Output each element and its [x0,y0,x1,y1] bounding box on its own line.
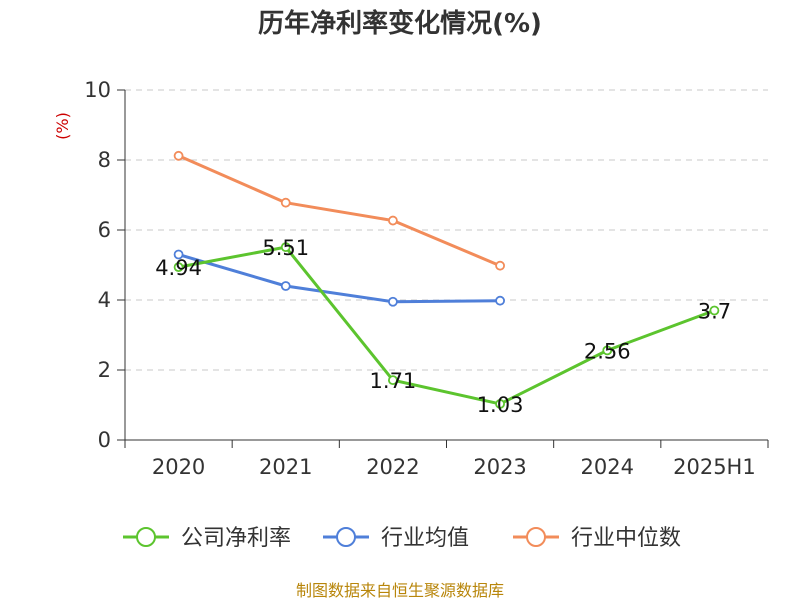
data-label: 4.94 [155,256,202,280]
x-tick-label: 2023 [473,455,526,479]
y-tick-label: 6 [98,218,111,242]
legend-marker [136,527,156,547]
axes: 0 2 4 6 8 10 2020 2021 2022 2023 2024 2025H1 [84,78,769,479]
series-line [178,245,715,406]
data-point[interactable] [388,215,398,226]
data-labels: 4.94 5.51 1.71 1.03 2.56 3.7 [155,236,731,417]
y-tick-label: 2 [98,358,111,382]
data-label: 1.03 [477,393,524,417]
legend-label: 行业均值 [381,526,469,551]
source-note: 制图数据来自恒生聚源数据库 [296,581,504,600]
x-tick-label: 2020 [152,455,205,479]
data-point[interactable] [602,345,613,356]
y-tick-label: 8 [98,148,111,172]
y-tick-label: 4 [98,288,111,312]
x-tick-label: 2025H1 [673,455,756,479]
legend-marker [336,527,356,547]
data-label: 1.71 [370,369,417,393]
data-point[interactable] [495,260,505,271]
legend-item[interactable]: 公司净利率 [123,526,291,551]
data-label: 5.51 [262,236,309,260]
series-line [178,253,501,304]
data-point[interactable] [495,295,505,306]
data-point[interactable] [388,296,398,307]
data-label: 2.56 [584,339,631,363]
y-tick-label: 10 [84,78,111,102]
y-tick-label: 0 [98,428,111,452]
legend-marker [526,527,546,547]
legend[interactable]: 公司净利率 行业均值 行业中位数 [123,526,681,551]
legend-label: 公司净利率 [181,526,291,551]
legend-item[interactable]: 行业中位数 [513,526,681,551]
data-point[interactable] [388,375,398,386]
x-tick-label: 2024 [581,455,634,479]
data-point[interactable] [173,150,184,161]
legend-item[interactable]: 行业均值 [323,526,469,551]
data-point[interactable] [280,242,291,253]
data-point[interactable] [495,399,505,409]
data-point[interactable] [173,249,184,260]
x-tick-label: 2022 [366,455,419,479]
data-point[interactable] [709,305,720,316]
x-tick-label: 2021 [259,455,312,479]
data-point[interactable] [280,197,291,208]
series-group [173,150,720,409]
y-axis-label: (%) [53,112,72,140]
data-point[interactable] [173,262,184,273]
data-label: 3.7 [698,300,731,324]
legend-label: 行业中位数 [571,526,681,551]
series-line [177,154,501,268]
data-point[interactable] [280,281,291,291]
chart-title: 历年净利率变化情况(%) [258,8,542,39]
